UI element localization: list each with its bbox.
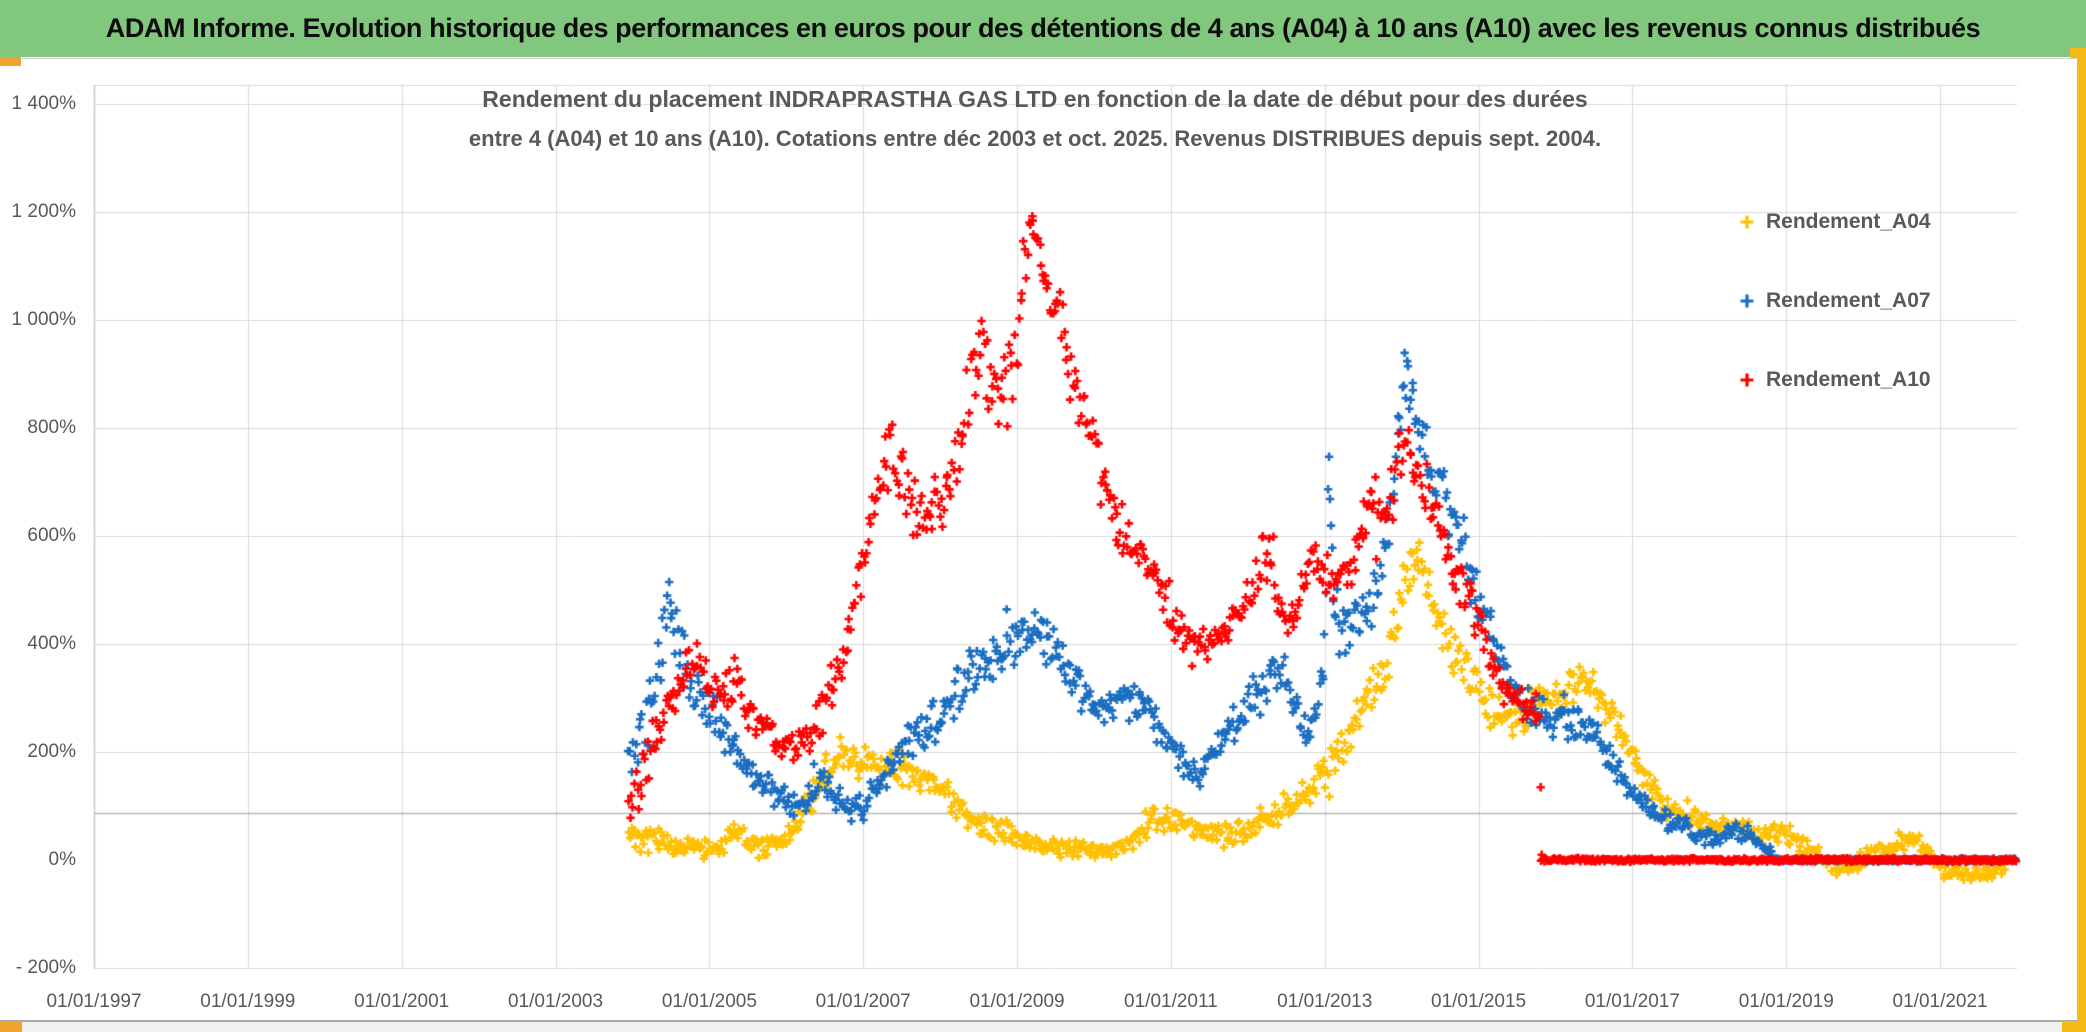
x-tick-label: 01/01/1999 xyxy=(200,991,296,1012)
window-bottom-border xyxy=(0,1020,2086,1022)
x-tick-label: 01/01/2021 xyxy=(1892,991,1988,1012)
x-tick-label: 01/01/2017 xyxy=(1584,991,1680,1012)
legend-item-label: Rendement_A07 xyxy=(1766,289,1931,312)
y-tick-label: - 200% xyxy=(15,957,76,978)
chart-title-line2: entre 4 (A04) et 10 ans (A10). Cotations… xyxy=(468,126,1602,151)
report-header-banner: ADAM Informe. Evolution historique des p… xyxy=(0,0,2086,57)
bottom-right-corner-accent xyxy=(2062,1021,2086,1032)
right-edge-stripe xyxy=(2077,58,2086,1032)
x-tick-label: 01/01/2007 xyxy=(815,991,911,1012)
x-tick-label: 01/01/2005 xyxy=(661,991,757,1012)
y-tick-label: 800% xyxy=(27,417,76,438)
header-accent-right xyxy=(2070,48,2086,58)
y-tick-label: 1 400% xyxy=(11,93,76,114)
y-tick-label: 600% xyxy=(27,525,76,546)
header-accent-left xyxy=(0,57,21,66)
x-tick-label: 01/01/1997 xyxy=(46,991,142,1012)
y-tick-label: 1 200% xyxy=(11,201,76,222)
x-tick-label: 01/01/2013 xyxy=(1277,991,1373,1012)
y-tick-label: 400% xyxy=(27,633,76,654)
y-tick-label: 0% xyxy=(48,849,76,870)
x-tick-label: 01/01/2001 xyxy=(354,991,450,1012)
header-divider xyxy=(0,58,2086,59)
chart-title-line1: Rendement du placement INDRAPRASTHA GAS … xyxy=(482,86,1588,112)
x-tick-label: 01/01/2019 xyxy=(1738,991,1834,1012)
y-tick-label: 200% xyxy=(27,741,76,762)
legend-item-label: Rendement_A04 xyxy=(1766,210,1931,233)
y-tick-label: 1 000% xyxy=(11,309,76,330)
x-tick-label: 01/01/2003 xyxy=(507,991,604,1012)
window-bottom-strip xyxy=(0,1022,2086,1032)
x-tick-label: 01/01/2009 xyxy=(969,991,1065,1012)
legend-item-label: Rendement_A10 xyxy=(1766,368,1931,391)
report-title: ADAM Informe. Evolution historique des p… xyxy=(105,13,1981,43)
x-tick-label: 01/01/2015 xyxy=(1431,991,1527,1012)
x-tick-label: 01/01/2011 xyxy=(1124,991,1218,1012)
bottom-left-accent xyxy=(0,1022,22,1032)
